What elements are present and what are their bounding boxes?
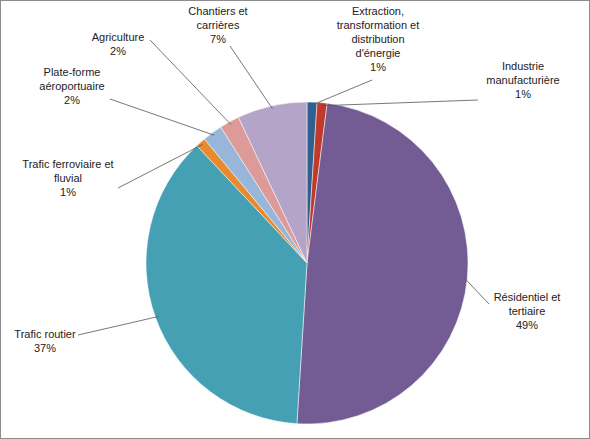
leader-line [150, 40, 231, 125]
slice-label: Industrie manufacturière [486, 60, 559, 86]
pie-slice [297, 103, 468, 424]
slice-label: Extraction, transformation et distribution… [337, 5, 420, 59]
slice-label-line: Trafic ferroviaire et [22, 158, 113, 170]
slice-label-line: d'énergie [356, 47, 401, 59]
slice-label-line: Résidentiel et [494, 291, 561, 303]
data-label: 2% [110, 45, 126, 57]
slice-label-line: Chantiers et [188, 5, 247, 17]
leader-lines [78, 40, 489, 335]
slice-label-line: aéroportuaire [39, 80, 104, 92]
data-label: 37% [34, 342, 56, 354]
leader-line [78, 317, 158, 335]
slice-label: Trafic ferroviaire et fluvial [22, 158, 113, 184]
data-label: 1% [515, 88, 531, 100]
slice-label-line: distribution [351, 33, 404, 45]
slice-label: Chantiers et carrières [188, 5, 247, 31]
leader-line [464, 278, 489, 304]
slice-label: Trafic routier [14, 328, 76, 340]
pie-slice [238, 102, 307, 263]
leader-line [230, 46, 273, 109]
leader-line [110, 99, 214, 135]
chart-frame [1, 1, 590, 439]
slice-label: Agriculture [92, 31, 145, 43]
slice-label-line: Plate-forme [44, 66, 101, 78]
data-label: 1% [370, 61, 386, 73]
leader-line [322, 100, 478, 106]
slice-label-line: transformation et [337, 19, 420, 31]
slice-label-line: Trafic routier [14, 328, 76, 340]
data-label: 7% [210, 33, 226, 45]
slice-label-line: carrières [197, 19, 240, 31]
slice-label: Résidentiel et tertiaire [494, 291, 561, 317]
pie [146, 102, 468, 424]
slice-label: Plate-forme aéroportuaire [39, 66, 104, 92]
slice-label-line: fluvial [54, 172, 82, 184]
data-label: 1% [60, 186, 76, 198]
data-label: 49% [516, 319, 538, 331]
slice-label-line: Agriculture [92, 31, 145, 43]
labels: Extraction, transformation et distribution… [14, 5, 560, 354]
leader-line [118, 144, 203, 188]
slice-label-line: Industrie [502, 60, 544, 72]
slice-label-line: manufacturière [486, 74, 559, 86]
slice-label-line: tertiaire [509, 305, 546, 317]
leader-line [312, 80, 372, 105]
data-label: 2% [64, 94, 80, 106]
chart: Extraction, transformation et distribution… [0, 0, 590, 439]
slice-label-line: Extraction, [352, 5, 404, 17]
